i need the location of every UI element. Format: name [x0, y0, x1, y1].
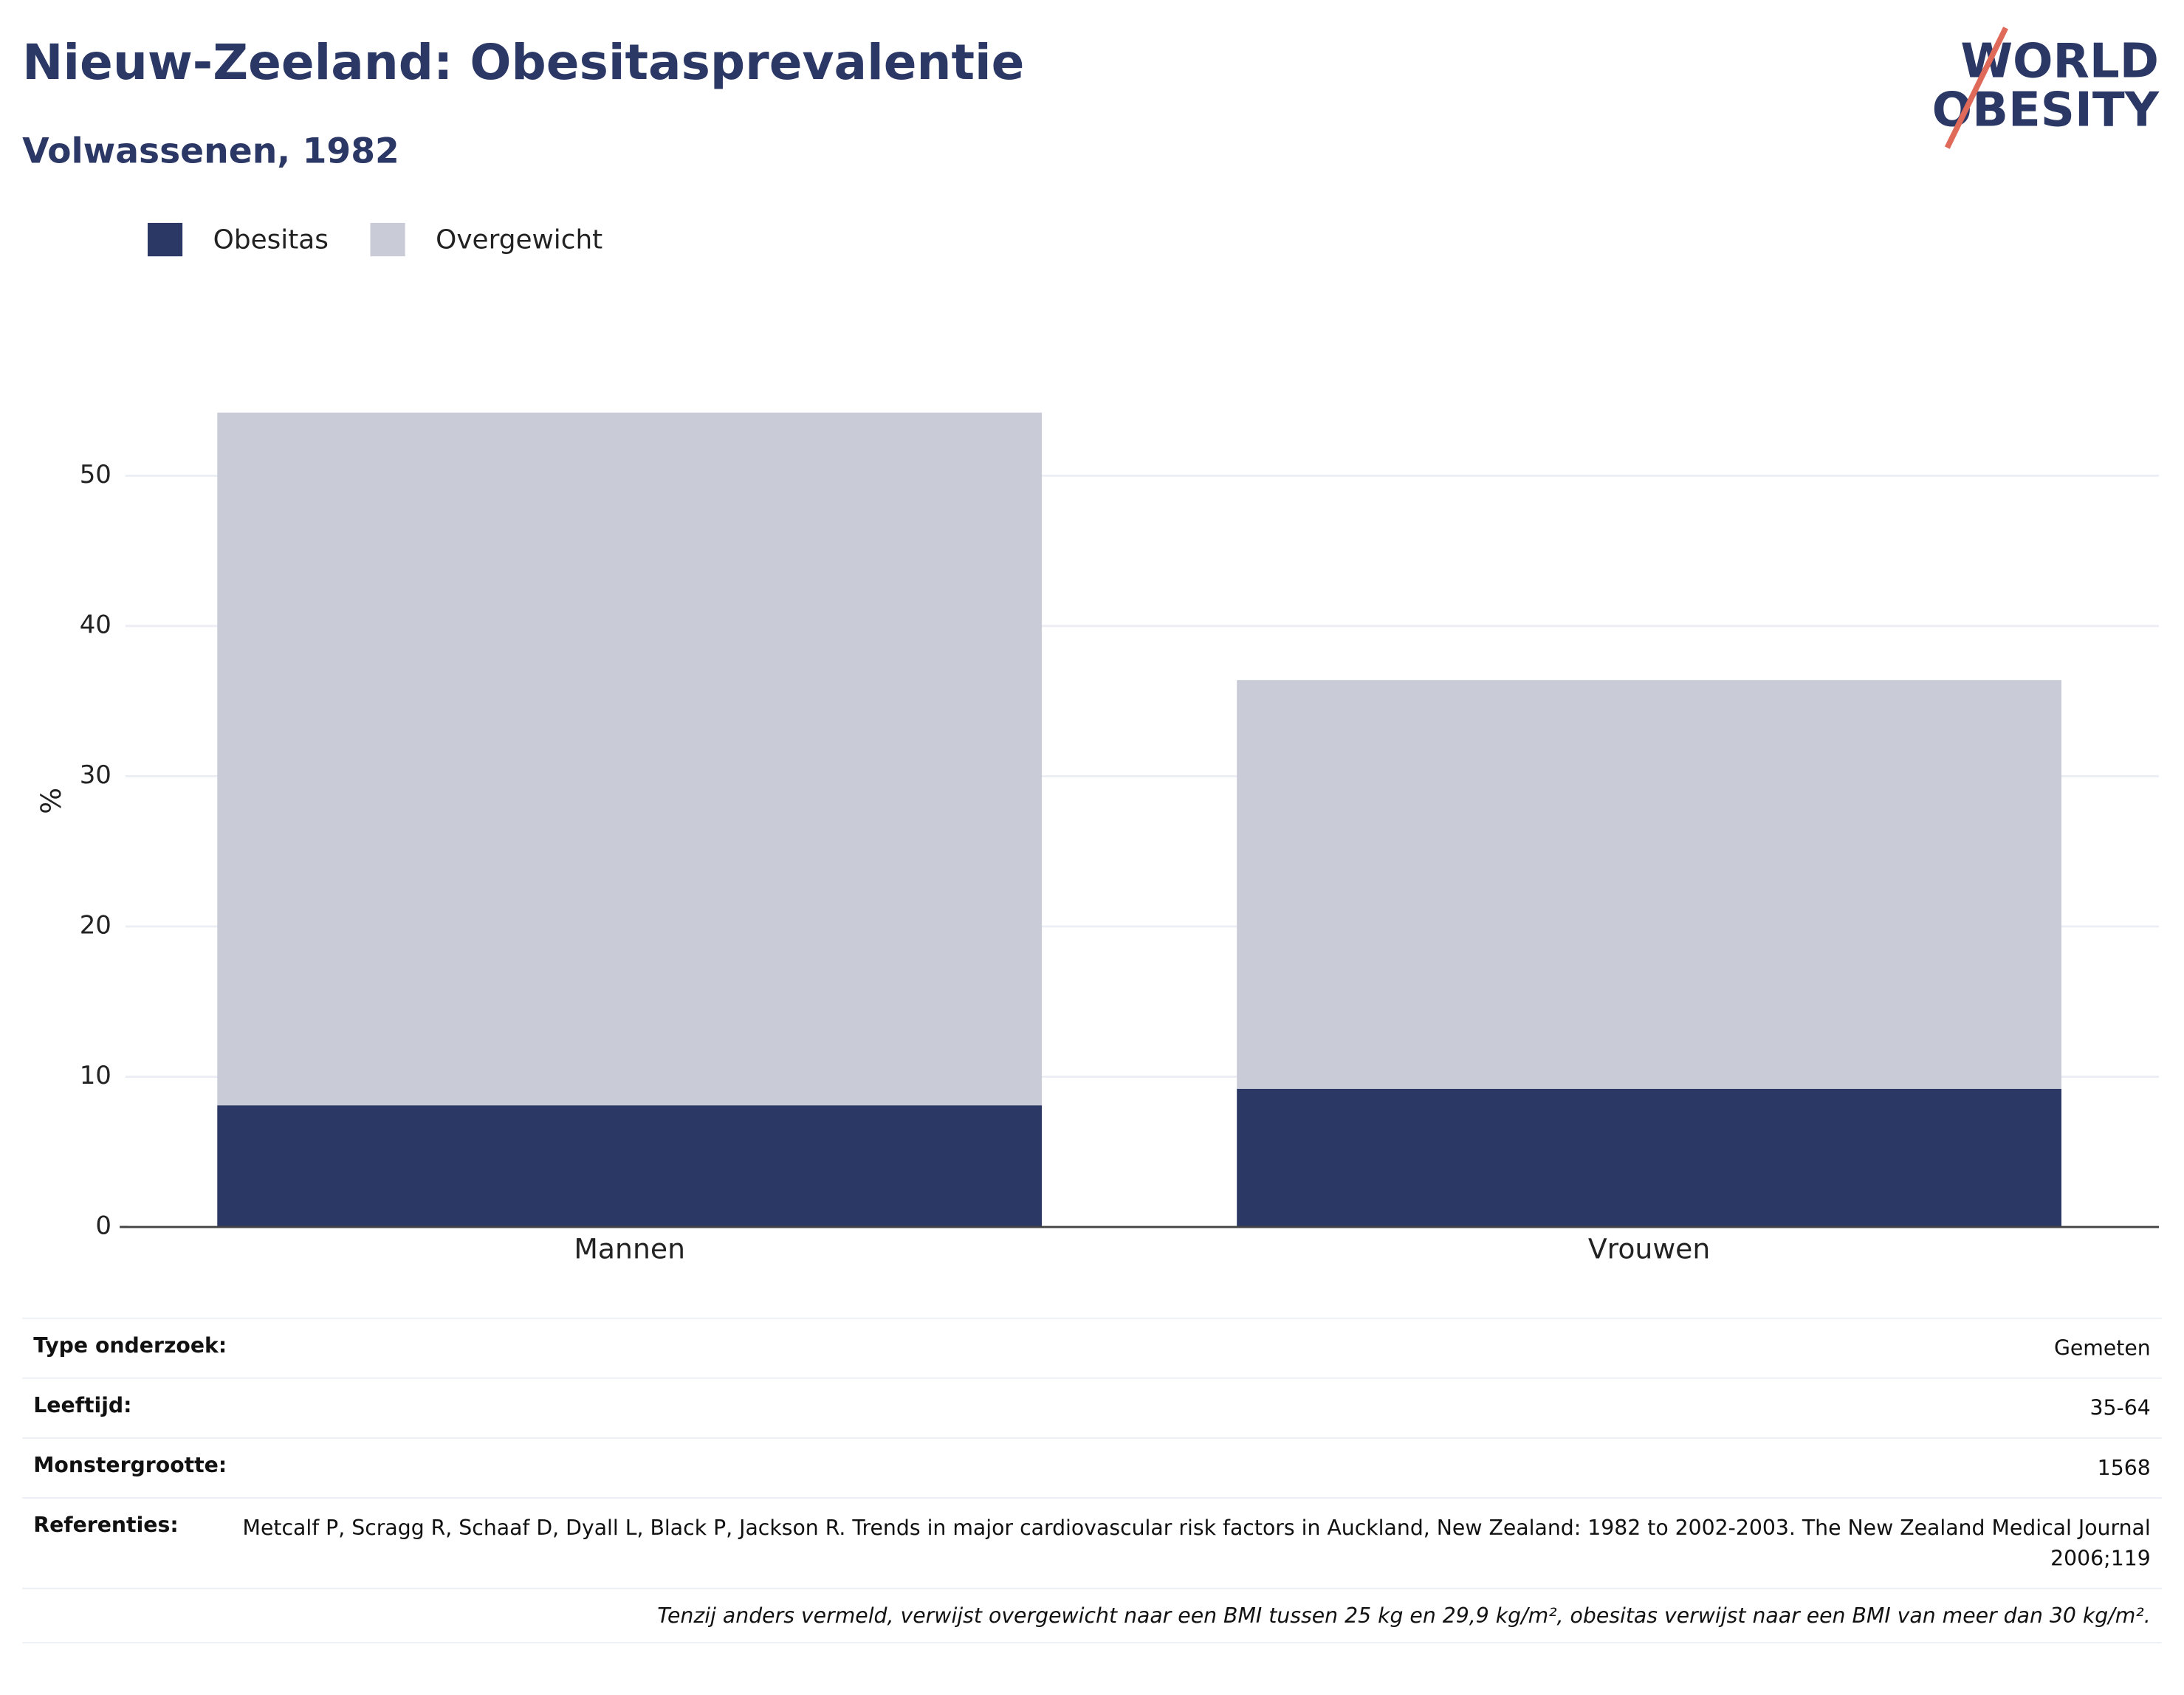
row-label: Type onderzoek:	[33, 1333, 227, 1358]
row-value: 35-64	[2089, 1395, 2151, 1421]
y-axis-label: %	[35, 788, 67, 814]
y-tick-label: 10	[80, 1061, 111, 1090]
bar-segment	[217, 412, 1043, 1106]
footnote: Tenzij anders vermeld, verwijst overgewi…	[22, 1589, 2162, 1644]
legend-swatch	[147, 222, 183, 257]
table-row: Monstergrootte: 1568	[22, 1439, 2162, 1499]
bar-segment	[1237, 680, 2061, 1089]
table-row: Leeftijd: 35-64	[22, 1379, 2162, 1439]
bar-segment	[217, 1105, 1043, 1228]
logo-line1: WORLD	[1960, 33, 2159, 89]
table-row: Referenties: Metcalf P, Scragg R, Schaaf …	[22, 1499, 2162, 1589]
legend-label: Overgewicht	[436, 224, 602, 255]
row-value: Metcalf P, Scragg R, Schaaf D, Dyall L, …	[242, 1515, 2151, 1572]
x-tick-label: Vrouwen	[1588, 1233, 1710, 1265]
legend-label: Obesitas	[213, 224, 329, 255]
bar-segment	[1237, 1088, 2061, 1228]
row-label: Referenties:	[33, 1512, 179, 1538]
row-value: 1568	[2097, 1455, 2151, 1481]
row-label: Leeftijd:	[33, 1392, 132, 1418]
table: Type onderzoek: Gemeten Leeftijd: 35-64 Mons…	[22, 1317, 2162, 1644]
table-row: Type onderzoek: Gemeten	[22, 1319, 2162, 1379]
row-label: Monstergrootte:	[33, 1452, 227, 1478]
chart-subtitle: Volwassenen, 1982	[22, 131, 399, 172]
y-tick-label: 20	[80, 910, 111, 940]
y-tick-label: 0	[95, 1211, 111, 1241]
y-tick-label: 40	[80, 610, 111, 639]
x-tick-label: Mannen	[574, 1233, 685, 1265]
row-value: Gemeten	[2053, 1335, 2151, 1361]
chart-title: Nieuw-Zeeland: Obesitasprevalentie	[22, 34, 1024, 91]
logo-slash	[1944, 27, 2008, 149]
y-tick-label: 30	[80, 760, 111, 790]
legend-swatch	[370, 222, 405, 257]
y-tick-label: 50	[80, 460, 111, 489]
logo-line2: OBESITY	[1932, 82, 2160, 137]
info-table: Type onderzoek: Gemeten Leeftijd: 35-64 Mons…	[22, 1317, 2162, 1644]
